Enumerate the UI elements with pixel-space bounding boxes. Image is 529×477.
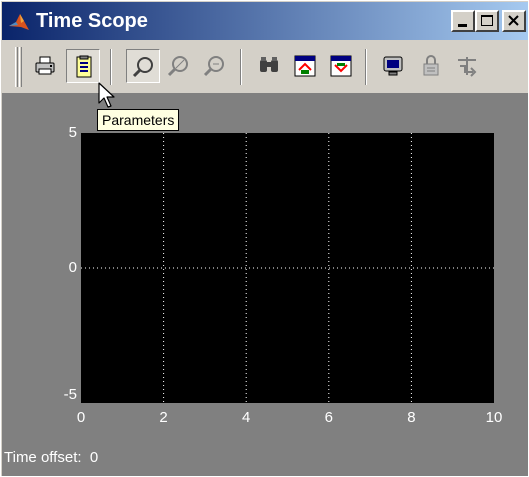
close-icon xyxy=(508,15,519,26)
toolbar-grip[interactable] xyxy=(15,47,18,87)
matlab-logo-icon xyxy=(9,14,29,30)
zoom-x-icon xyxy=(167,56,188,77)
title-bar[interactable]: Time Scope xyxy=(2,2,528,40)
close-button[interactable] xyxy=(502,10,526,32)
restore-axes-settings-button[interactable] xyxy=(324,49,358,83)
maximize-icon xyxy=(481,15,493,26)
restore-axes-icon xyxy=(330,55,352,77)
y-tick-label: -5 xyxy=(63,386,77,403)
mouse-cursor-icon xyxy=(98,82,115,108)
save-axes-settings-button[interactable] xyxy=(288,49,322,83)
toolbar-separator xyxy=(365,49,367,85)
time-offset-status: Time offset: 0 xyxy=(4,449,98,467)
parameters-tooltip: Parameters xyxy=(97,109,180,131)
minimize-icon xyxy=(458,24,467,27)
y-tick-label: 0 xyxy=(68,259,77,276)
zoom-y-icon xyxy=(203,56,224,77)
window-title: Time Scope xyxy=(36,10,148,32)
x-tick-label: 8 xyxy=(407,409,416,426)
signal-selection-button[interactable] xyxy=(450,49,484,83)
x-tick-label: 0 xyxy=(76,409,86,426)
monitor-icon xyxy=(383,56,403,76)
time-offset-value: 0 xyxy=(89,449,99,466)
time-offset-label: Time offset: xyxy=(4,449,82,466)
x-tick-label: 4 xyxy=(242,409,251,426)
zoom-y-button[interactable] xyxy=(198,49,232,83)
minimize-button[interactable] xyxy=(451,10,475,32)
printer-icon xyxy=(35,56,55,75)
autoscale-button[interactable] xyxy=(252,49,286,83)
y-tick-label: 5 xyxy=(68,124,77,141)
x-tick-label: 6 xyxy=(324,409,333,426)
parameters-button[interactable] xyxy=(66,49,100,83)
toolbar-separator xyxy=(110,49,112,85)
zoom-in-icon xyxy=(132,57,153,78)
zoom-x-button[interactable] xyxy=(162,49,196,83)
x-tick-label: 2 xyxy=(159,409,168,426)
x-tick-label: 10 xyxy=(485,409,503,426)
lock-icon xyxy=(423,55,439,76)
binoculars-icon xyxy=(260,57,278,72)
toolbar xyxy=(2,41,528,93)
save-axes-icon xyxy=(294,55,316,77)
toolbar-grip[interactable] xyxy=(19,47,22,87)
signal-selection-icon xyxy=(458,57,477,77)
zoom-in-button[interactable] xyxy=(126,49,160,83)
floating-scope-button[interactable] xyxy=(376,49,410,83)
plot-grid xyxy=(81,133,494,403)
toolbar-separator xyxy=(240,49,242,85)
parameters-icon xyxy=(76,55,92,78)
plot-area[interactable] xyxy=(81,133,494,403)
print-button[interactable] xyxy=(28,49,62,83)
lock-axes-button[interactable] xyxy=(414,49,448,83)
maximize-button[interactable] xyxy=(475,10,499,32)
